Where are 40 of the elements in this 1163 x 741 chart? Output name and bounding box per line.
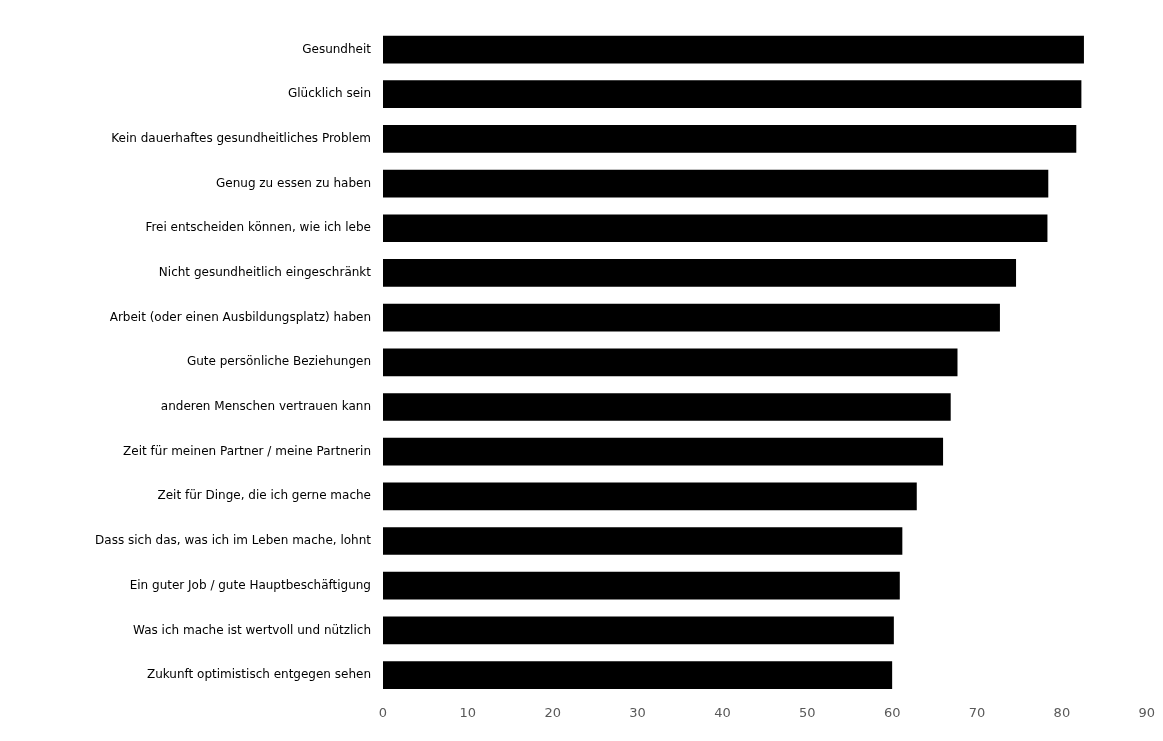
bar bbox=[383, 393, 951, 421]
y-tick-label: Zeit für meinen Partner / meine Partnerin bbox=[123, 443, 371, 458]
bar bbox=[383, 348, 958, 377]
y-tick-label: Zukunft optimistisch entgegen sehen bbox=[146, 667, 371, 682]
x-tick-label: 80 bbox=[1053, 704, 1071, 720]
x-tick-label: 70 bbox=[968, 704, 986, 720]
x-tick-label: 0 bbox=[378, 704, 388, 720]
y-tick-label: Zeit für Dinge, die ich gerne mache bbox=[157, 488, 371, 503]
bar bbox=[383, 437, 944, 466]
bar bbox=[383, 125, 1077, 153]
bar bbox=[383, 35, 1084, 64]
y-tick-label: Gute persönliche Beziehungen bbox=[186, 354, 371, 369]
bar bbox=[383, 571, 900, 600]
y-tick-label: Glücklich sein bbox=[287, 86, 371, 101]
bar bbox=[383, 303, 1000, 332]
y-tick-label: anderen Menschen vertrauen kann bbox=[160, 399, 371, 414]
bar bbox=[383, 169, 1049, 198]
bar bbox=[383, 214, 1048, 243]
bar bbox=[383, 482, 917, 511]
x-tick-label: 30 bbox=[629, 704, 646, 720]
x-tick-label: 50 bbox=[799, 704, 816, 720]
bar bbox=[383, 259, 1017, 287]
bar bbox=[383, 661, 893, 689]
y-tick-label: Frei entscheiden können, wie ich lebe bbox=[145, 220, 371, 235]
y-tick-label: Genug zu essen zu haben bbox=[215, 175, 371, 190]
x-tick-label: 90 bbox=[1138, 704, 1155, 720]
y-tick-label: Nicht gesundheitlich eingeschränkt bbox=[158, 265, 372, 280]
bar bbox=[383, 80, 1082, 109]
y-tick-label: Kein dauerhaftes gesundheitliches Problem bbox=[111, 131, 371, 146]
x-tick-label: 60 bbox=[883, 704, 901, 720]
x-tick-label: 40 bbox=[714, 704, 731, 720]
bar bbox=[383, 616, 894, 645]
x-tick-label: 20 bbox=[544, 704, 561, 720]
y-tick-label: Arbeit (oder einen Ausbildungsplatz) haben bbox=[109, 309, 371, 324]
y-tick-label: Gesundheit bbox=[302, 41, 372, 56]
y-tick-label: Ein guter Job / gute Hauptbeschäftigung bbox=[129, 577, 371, 592]
bar bbox=[383, 527, 903, 555]
y-tick-label: Dass sich das, was ich im Leben mache, lohnt bbox=[95, 533, 372, 548]
y-tick-label: Was ich mache ist wertvoll und nützlich bbox=[133, 622, 371, 637]
x-tick-label: 10 bbox=[459, 704, 477, 720]
